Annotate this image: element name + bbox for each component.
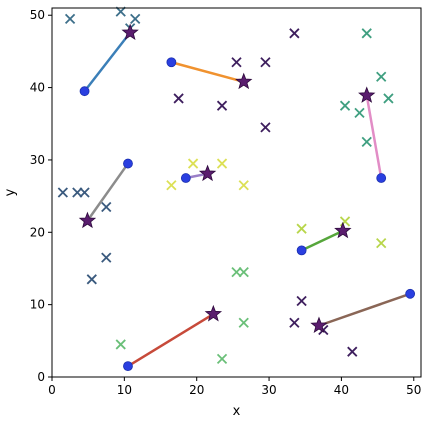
cluster-4: [58, 159, 132, 284]
y-tick-label: 0: [37, 370, 45, 384]
cross-point: [384, 94, 393, 103]
cluster-6: [297, 217, 386, 255]
axes: 0 10 20 30 40 50 0 10 20 30 40 50: [30, 8, 422, 397]
cross-point: [377, 72, 386, 81]
cross-point: [102, 253, 111, 262]
cross-point: [377, 239, 386, 248]
cross-point: [239, 181, 248, 190]
y-axis-title: y: [3, 188, 18, 196]
y-tick-label: 10: [30, 298, 45, 312]
cluster-7: [116, 268, 248, 371]
centroid-star: [200, 166, 215, 180]
cross-point: [189, 159, 198, 168]
cross-point: [131, 14, 140, 23]
origin-dot: [377, 174, 386, 183]
y-tick-label: 50: [30, 8, 45, 22]
origin-dot: [80, 87, 89, 96]
cross-point: [116, 340, 125, 349]
cross-point: [290, 318, 299, 327]
cross-point: [355, 108, 364, 117]
cross-point: [261, 123, 270, 132]
cross-point: [218, 159, 227, 168]
cross-point: [167, 181, 176, 190]
cross-point: [232, 58, 241, 67]
connector-line: [128, 314, 213, 366]
cross-point: [218, 101, 227, 110]
cross-point: [66, 14, 75, 23]
cross-point: [348, 347, 357, 356]
cluster-8: [290, 289, 415, 356]
cluster-5: [167, 159, 248, 190]
plot-area: [58, 7, 414, 371]
x-tick-label: 50: [406, 383, 421, 397]
cross-point: [290, 29, 299, 38]
y-tick-label: 40: [30, 81, 45, 95]
connector-line: [302, 231, 343, 251]
connector-line: [85, 33, 131, 92]
cross-point: [58, 188, 67, 197]
connector-line: [319, 294, 410, 326]
cross-point: [362, 137, 371, 146]
x-axis-title: x: [233, 404, 241, 419]
cross-point: [239, 268, 248, 277]
origin-dot: [123, 362, 132, 371]
cross-point: [362, 29, 371, 38]
y-tick-label: 20: [30, 225, 45, 239]
cross-point: [80, 188, 89, 197]
cross-point: [174, 94, 183, 103]
cross-point: [261, 58, 270, 67]
centroid-star: [236, 74, 251, 88]
cross-point: [102, 202, 111, 211]
x-tick-label: 0: [48, 383, 56, 397]
x-tick-label: 30: [261, 383, 276, 397]
origin-dot: [123, 159, 132, 168]
y-tick-label: 30: [30, 153, 45, 167]
x-tick-label: 10: [117, 383, 132, 397]
x-tick-label: 40: [334, 383, 349, 397]
cross-point: [218, 354, 227, 363]
origin-dot: [297, 246, 306, 255]
origin-dot: [406, 289, 415, 298]
cross-point: [239, 318, 248, 327]
x-tick-label: 20: [189, 383, 204, 397]
centroid-star: [123, 25, 138, 39]
cross-point: [341, 101, 350, 110]
origin-dot: [181, 174, 190, 183]
cluster-2: [167, 29, 299, 132]
cross-point: [87, 275, 96, 284]
cross-point: [297, 224, 306, 233]
origin-dot: [167, 58, 176, 67]
cluster-3: [341, 29, 393, 183]
cluster-1: [66, 7, 140, 96]
connector-line: [367, 96, 381, 178]
connector-line: [87, 164, 128, 221]
cross-point: [297, 297, 306, 306]
